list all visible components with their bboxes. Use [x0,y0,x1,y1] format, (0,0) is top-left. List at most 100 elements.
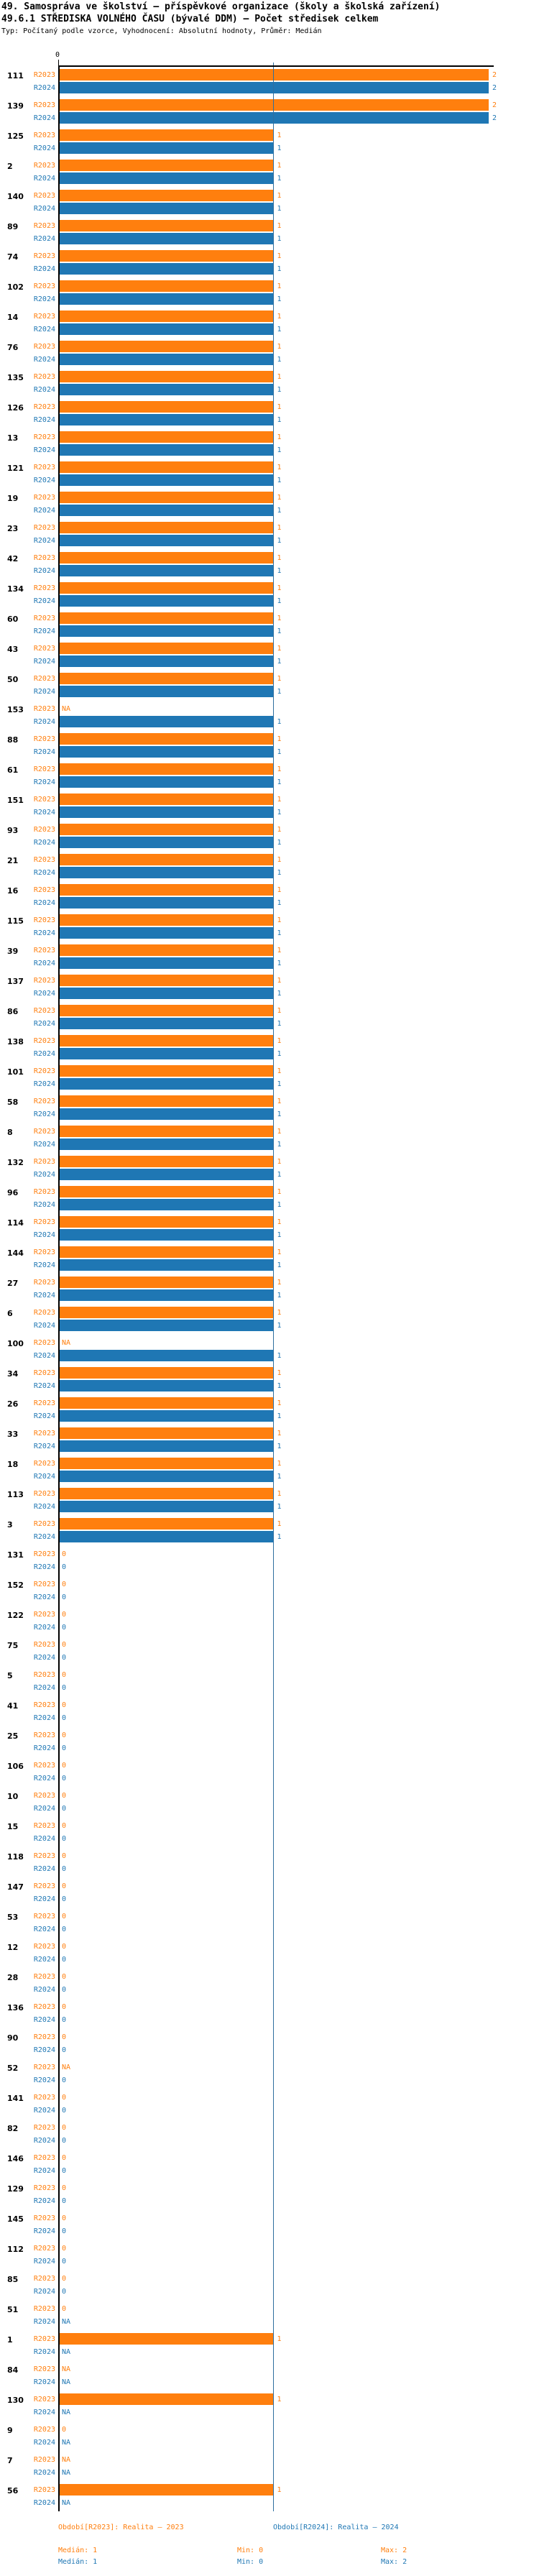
series-label-r2023: R2023 [33,494,55,502]
row-number: 121 [7,464,24,473]
bar-r2023 [60,733,274,745]
chart-row: 39 R2023 1 R2024 1 [0,944,539,969]
legend-median-2024: Medián: 1 [58,2558,98,2566]
value-label: 0 [62,1762,67,1770]
value-label: NA [62,1339,71,1347]
value-label: NA [62,2365,71,2373]
value-label: 1 [277,1141,282,1149]
chart-row: 144 R2023 1 R2024 1 [0,1246,539,1271]
bar-r2023 [60,1156,274,1167]
bar-r2024 [60,1531,274,1542]
value-label: 0 [62,2426,67,2434]
row-number: 9 [7,2426,13,2435]
series-label-r2024: R2024 [33,1714,55,1722]
row-number: 50 [7,675,19,684]
value-label: NA [62,705,71,713]
row-number: 85 [7,2275,19,2284]
series-label-r2024: R2024 [33,2258,55,2266]
row-number: 86 [7,1007,19,1016]
series-label-r2023: R2023 [33,1520,55,1528]
value-label: 1 [277,1098,282,1105]
series-label-r2023: R2023 [33,645,55,653]
chart-row: 74 R2023 1 R2024 1 [0,250,539,275]
row-number: 58 [7,1098,19,1107]
chart-row: 14 R2023 1 R2024 1 [0,310,539,335]
series-label-r2024: R2024 [33,1654,55,1662]
value-label: NA [62,2318,71,2326]
row-number: 90 [7,2033,19,2043]
row-number: 7 [7,2456,13,2465]
value-label: 0 [62,2003,67,2011]
series-label-r2023: R2023 [33,71,55,79]
series-label-r2023: R2023 [33,313,55,321]
value-label: 0 [62,1581,67,1588]
row-number: 137 [7,977,24,986]
bar-r2023 [60,552,274,564]
row-number: 52 [7,2064,19,2073]
row-number: 111 [7,71,24,80]
chart-row: 8 R2023 1 R2024 1 [0,1126,539,1150]
row-number: 131 [7,1550,24,1560]
bar-r2024 [60,686,274,697]
bar-r2024 [60,837,274,848]
bar-r2023 [60,310,274,322]
row-number: 93 [7,826,19,835]
bar-r2024 [60,1108,274,1120]
value-label: 0 [62,1822,67,1830]
series-label-r2023: R2023 [33,856,55,864]
row-number: 144 [7,1248,24,1258]
bar-r2024 [60,1289,274,1301]
bar-r2023 [60,1458,274,1469]
value-label: 1 [277,645,282,653]
row-number: 112 [7,2245,24,2254]
row-number: 6 [7,1309,13,1318]
value-label: 0 [62,1654,67,1662]
row-number: 61 [7,765,19,775]
value-label: 1 [277,627,282,635]
series-label-r2023: R2023 [33,2214,55,2222]
value-label: 1 [277,977,282,985]
chart-row: 41 R2023 0 R2024 0 [0,1699,539,1724]
value-label: 0 [62,2275,67,2283]
series-label-r2024: R2024 [33,718,55,726]
value-label: 1 [277,2486,282,2494]
legend-series-2024: Období[R2024]: Realita – 2024 [273,2524,399,2531]
chart-row: 56 R2023 1 R2024 NA [0,2484,539,2508]
chart-row: 16 R2023 1 R2024 1 [0,884,539,908]
value-label: 1 [277,584,282,592]
bar-r2024 [60,927,274,939]
value-label: 1 [277,748,282,756]
value-label: 1 [277,464,282,472]
series-label-r2023: R2023 [33,464,55,472]
value-label: 1 [277,1292,282,1300]
value-label: 0 [62,1852,67,1860]
series-label-r2024: R2024 [33,778,55,786]
value-label: 1 [277,1322,282,1330]
series-label-r2024: R2024 [33,1624,55,1632]
series-label-r2024: R2024 [33,1533,55,1541]
row-number: 34 [7,1369,19,1379]
series-label-r2024: R2024 [33,356,55,364]
value-label: 1 [277,265,282,273]
bar-r2024 [60,414,274,426]
series-label-r2023: R2023 [33,2154,55,2162]
series-label-r2023: R2023 [33,2124,55,2132]
series-label-r2024: R2024 [33,2499,55,2507]
series-label-r2024: R2024 [33,1171,55,1179]
chart-row: 26 R2023 1 R2024 1 [0,1397,539,1422]
series-label-r2023: R2023 [33,1581,55,1588]
series-label-r2023: R2023 [33,282,55,290]
series-label-r2023: R2023 [33,1279,55,1287]
bar-r2023 [60,884,274,896]
series-label-r2024: R2024 [33,1805,55,1813]
bar-r2024 [60,263,274,275]
series-label-r2024: R2024 [33,2348,55,2356]
value-label: 1 [277,1460,282,1468]
value-label: 1 [277,403,282,411]
series-label-r2023: R2023 [33,1641,55,1649]
bar-r2024 [60,112,489,124]
series-label-r2024: R2024 [33,960,55,967]
axis-top-line [58,65,494,67]
value-label: 1 [277,373,282,381]
row-number: 1 [7,2335,13,2345]
